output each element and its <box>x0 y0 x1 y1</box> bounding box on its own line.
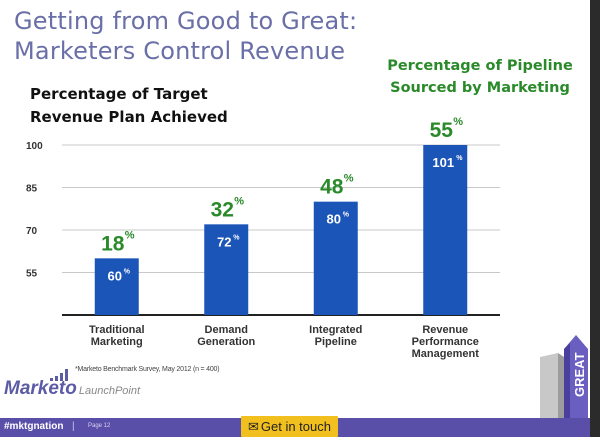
pipeline-percent-label: 55 <box>430 119 454 142</box>
bars-logo-icon <box>50 369 68 381</box>
pipeline-percent-label: 32 <box>211 198 234 221</box>
bar-value-percent: % <box>124 268 131 275</box>
y-tick-label: 70 <box>26 226 38 237</box>
bar <box>423 145 468 315</box>
secondary-title-line-2: Sourced by Marketing <box>390 80 570 96</box>
logo-sub: LaunchPoint <box>78 385 141 397</box>
bar-value-label: 72 <box>217 234 231 249</box>
bar-value-label: 80 <box>327 212 341 227</box>
x-category-label: Traditional <box>89 324 145 336</box>
window-edge <box>590 0 600 437</box>
chart-title-line-2: Revenue Plan Achieved <box>30 108 228 126</box>
bar-value-label: 60 <box>108 268 122 283</box>
bar <box>313 201 358 315</box>
secondary-title-line-1: Percentage of Pipeline <box>387 58 573 74</box>
x-category-label: Pipeline <box>315 336 357 348</box>
great-building-icon: GREAT <box>540 335 588 418</box>
pipeline-percent-sign: % <box>453 116 463 128</box>
logo-brand: Marketo <box>4 378 77 399</box>
pipeline-percent-label: 18 <box>101 232 125 255</box>
title-line-2: Marketers Control Revenue <box>14 37 346 65</box>
hashtag: #mktgnation <box>4 421 64 432</box>
chart-title-line-1: Percentage of Target <box>30 85 208 103</box>
x-category-label: Performance <box>412 336 479 348</box>
chart-title: Percentage of Target Revenue Plan Achiev… <box>30 83 228 129</box>
building-label: GREAT <box>572 352 587 397</box>
envelope-icon: ✉ <box>247 418 259 434</box>
bar <box>94 258 139 315</box>
title-line-1: Getting from Good to Great: <box>14 7 358 35</box>
pipeline-percent-label: 48 <box>320 176 344 199</box>
page-number: Page 12 <box>88 423 111 429</box>
x-category-label: Integrated <box>309 324 362 336</box>
pipeline-percent-sign: % <box>344 173 354 185</box>
y-tick-label: 100 <box>26 141 43 152</box>
bar-value-percent: % <box>233 234 240 241</box>
bar <box>204 224 249 315</box>
bar-value-percent: % <box>343 212 350 219</box>
bar-value-label: 101 <box>432 155 454 170</box>
footer-separator: | <box>72 421 75 432</box>
marketo-logo: Marketo LaunchPoint <box>4 369 141 400</box>
x-category-label: Marketing <box>91 336 143 348</box>
slide-title: Getting from Good to Great: Marketers Co… <box>14 6 357 66</box>
x-category-label: Demand <box>205 324 248 336</box>
pipeline-percent-sign: % <box>125 229 135 241</box>
get-in-touch-button[interactable]: ✉ Get in touch <box>241 416 338 437</box>
pipeline-percent-sign: % <box>234 195 244 207</box>
y-tick-label: 85 <box>26 184 38 195</box>
x-category-label: Revenue <box>422 324 468 336</box>
x-category-label: Management <box>412 348 480 360</box>
secondary-title: Percentage of Pipeline Sourced by Market… <box>370 55 590 99</box>
bar-value-percent: % <box>456 155 463 162</box>
cta-label: Get in touch <box>260 419 331 434</box>
x-category-label: Generation <box>197 336 255 348</box>
footnote: *Marketo Benchmark Survey, May 2012 (n =… <box>75 366 220 373</box>
y-tick-label: 55 <box>26 269 38 280</box>
